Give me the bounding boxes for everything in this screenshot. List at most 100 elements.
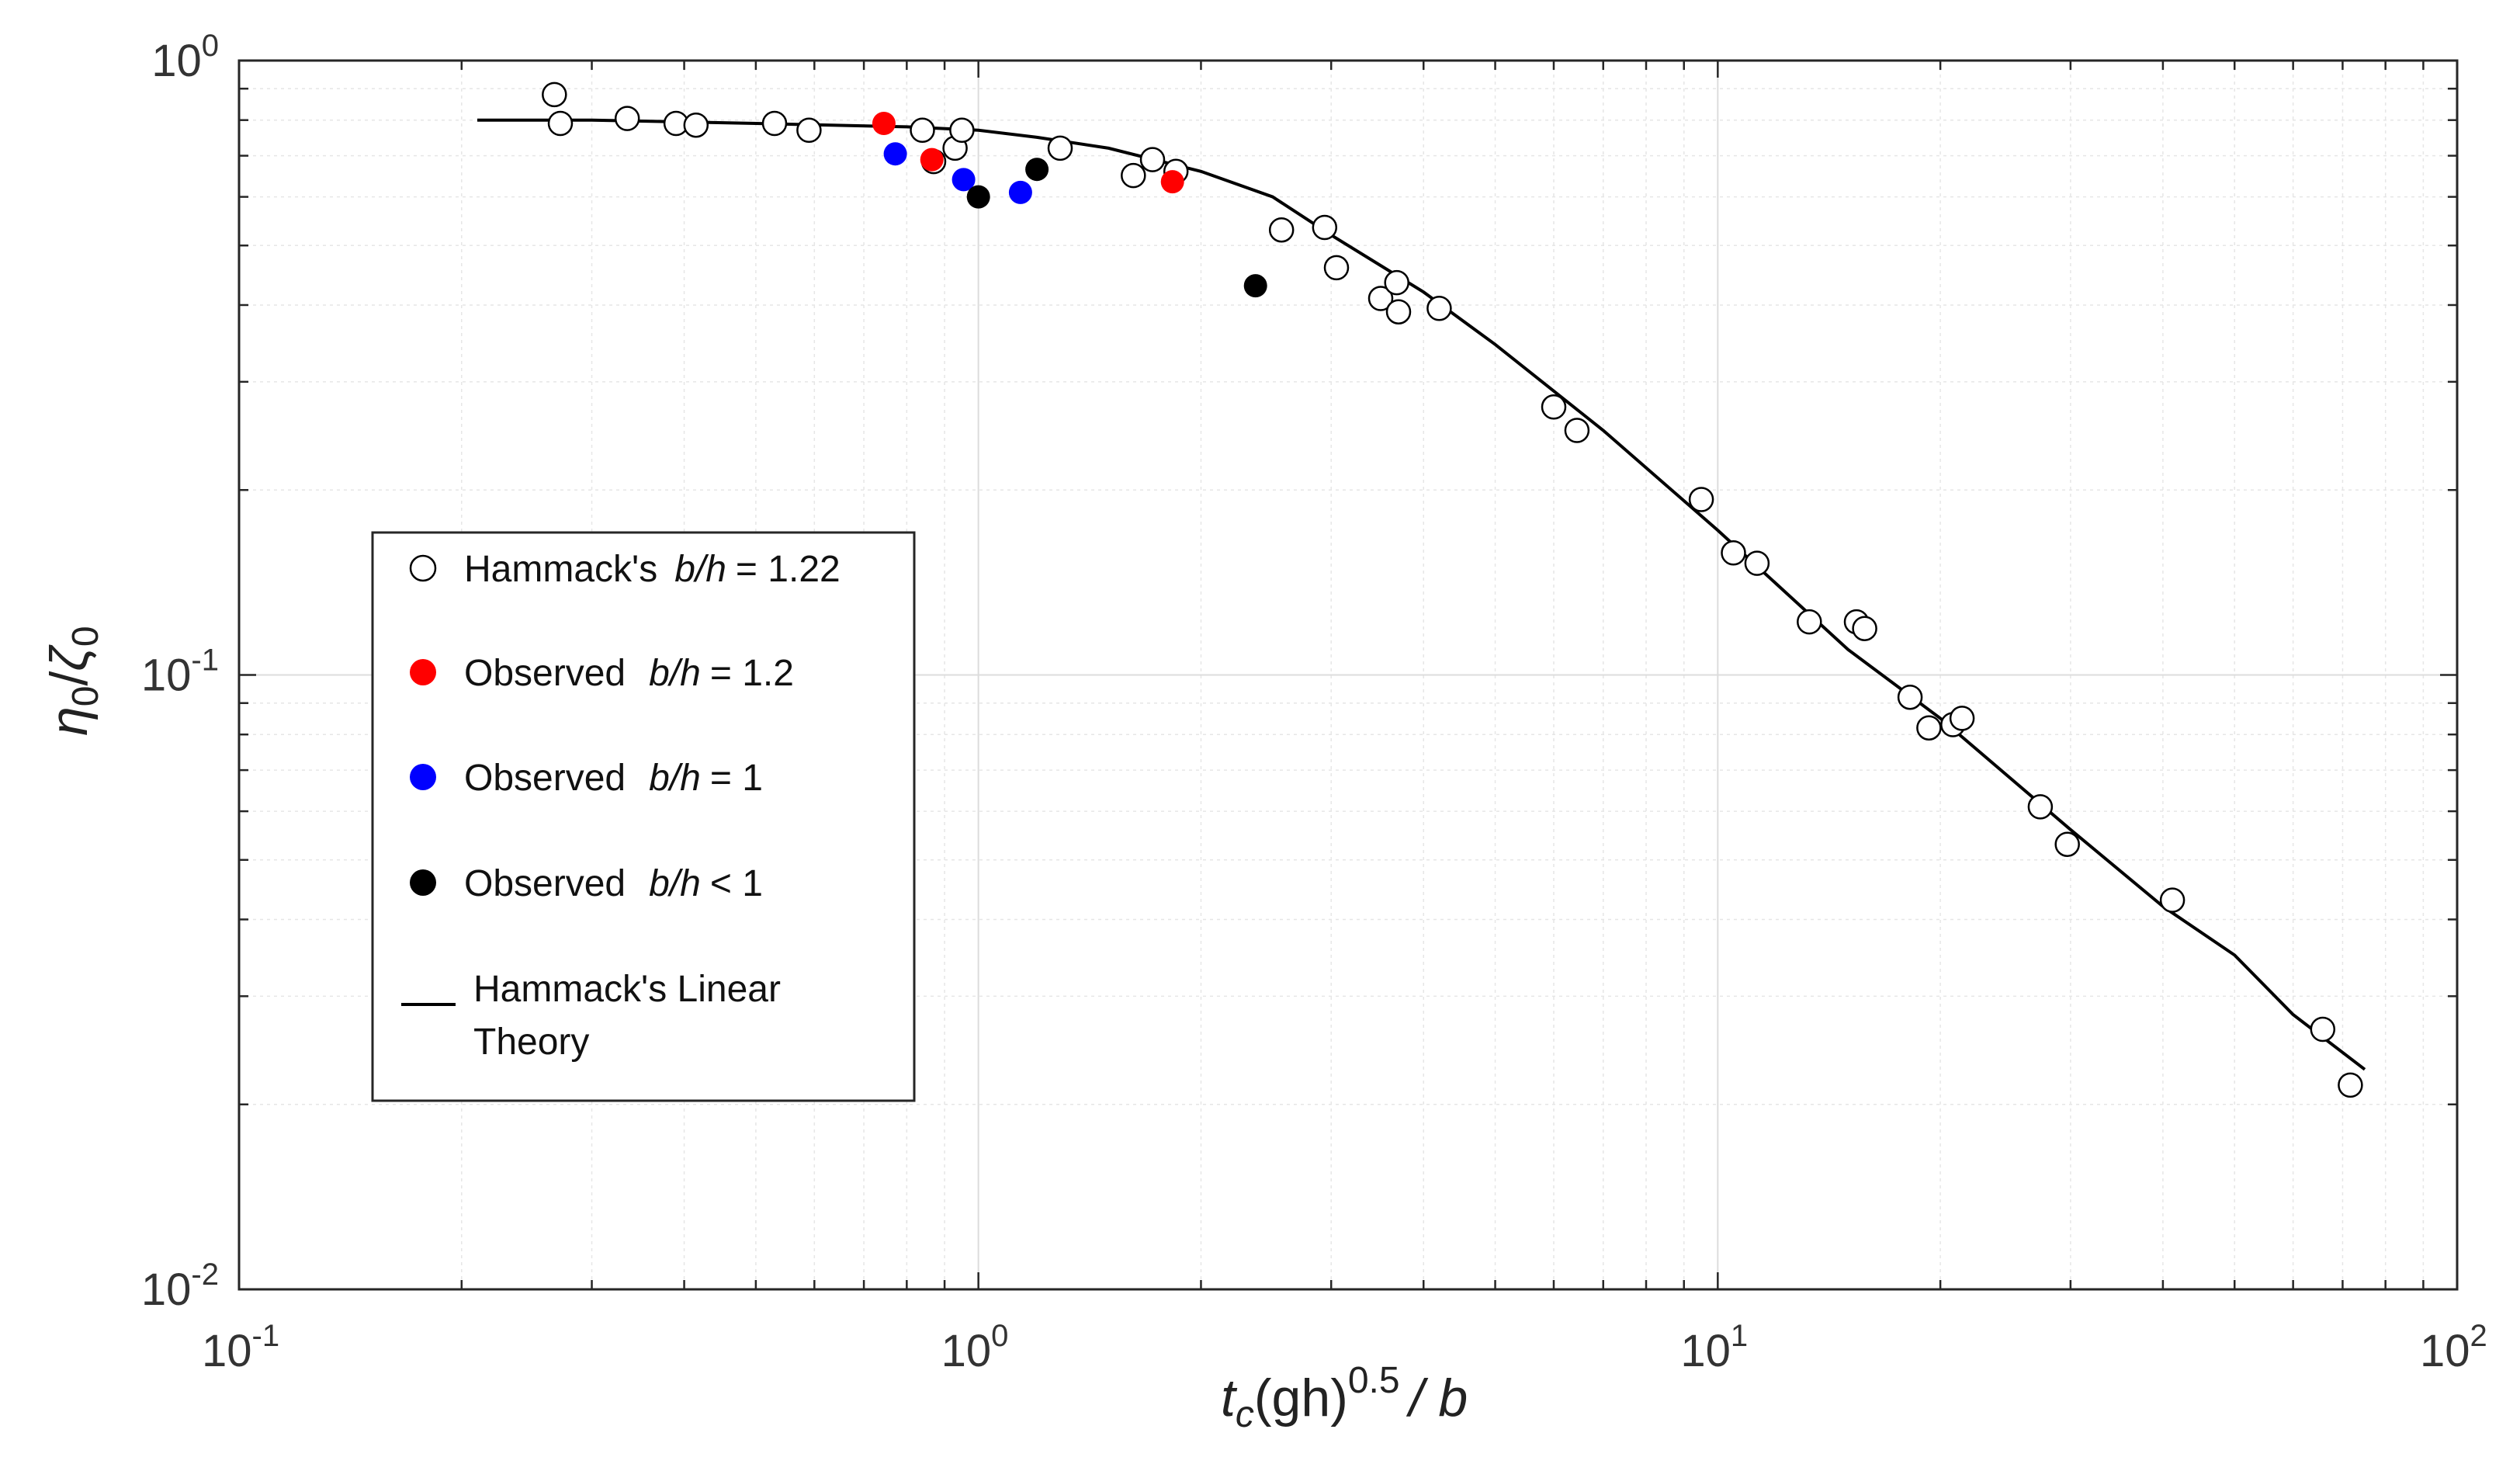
data-point-hammack	[1688, 487, 1714, 512]
axis-ticks	[237, 61, 2457, 1291]
x-tick-label-base: 10	[2420, 1326, 2470, 1376]
data-point-hammack	[1139, 147, 1166, 172]
x-axis-label-t: t	[1221, 1369, 1238, 1428]
y-axis-label: η0/ζ0	[40, 626, 106, 736]
x-axis-label-end: / b	[1406, 1369, 1468, 1428]
data-point-hammack	[1426, 296, 1452, 321]
y-axis-label-eta: η	[40, 706, 99, 736]
x-axis-label-exp: 0.5	[1348, 1360, 1400, 1401]
data-point-hammack	[1312, 214, 1338, 241]
legend-blue-prefix: Observed	[464, 758, 626, 799]
y-tick-label-exp: -2	[191, 1258, 219, 1292]
legend-entry-theory-line1: Hammack's Linear	[473, 969, 781, 1010]
data-point-hammack	[2027, 794, 2054, 820]
data-point-hammack	[1323, 255, 1350, 281]
data-point-hammack	[542, 82, 567, 108]
legend-blue-ratio: b/h	[649, 758, 701, 799]
legend-entry-black: Observed b/h < 1	[464, 863, 763, 904]
legend-entry-red: Observed b/h = 1.2	[464, 653, 794, 694]
data-point-hammack	[1268, 217, 1295, 243]
data-point-hammack	[683, 112, 709, 138]
x-tick-label-base: 10	[202, 1326, 252, 1376]
data-point-hammack	[910, 117, 935, 144]
data-point-hammack	[949, 117, 975, 144]
data-point-hammack	[614, 106, 640, 131]
legend-hammack-prefix: Hammack's	[464, 549, 657, 590]
y-tick-label: 10-2	[141, 1258, 219, 1315]
legend-hammack-suffix: = 1.22	[736, 549, 841, 590]
x-tick-label: 10-1	[202, 1319, 279, 1376]
x-tick-label-exp: 0	[991, 1319, 1008, 1353]
legend-red-ratio: b/h	[649, 653, 701, 694]
data-point-hammack	[1949, 706, 1975, 731]
y-tick-label-exp: 0	[202, 29, 219, 63]
data-point-hammack	[2338, 1072, 2363, 1098]
x-tick-label: 100	[941, 1319, 1009, 1376]
data-point-hammack	[1541, 394, 1567, 420]
x-tick-label-exp: -1	[252, 1319, 280, 1353]
legend-entry-hammack: Hammack's b/h = 1.22	[464, 549, 841, 590]
y-axis-label-zeta: ζ	[40, 644, 99, 671]
x-axis-label: tc(gh)0.5/ b	[1221, 1360, 1468, 1435]
y-tick-label-base: 10	[151, 36, 202, 86]
data-point-black	[1025, 158, 1049, 182]
legend-blue-suffix: = 1	[710, 758, 763, 799]
legend-black-ratio: b/h	[649, 863, 701, 904]
y-tick-label-base: 10	[141, 650, 192, 701]
legend-black-prefix: Observed	[464, 863, 626, 904]
x-axis-label-gh: (gh)	[1254, 1369, 1348, 1428]
data-point-hammack	[547, 110, 574, 137]
legend-black-suffix: < 1	[710, 863, 763, 904]
legend-box	[371, 531, 916, 1102]
y-tick-label: 10-1	[141, 644, 219, 701]
x-axis-label-sub: c	[1236, 1394, 1254, 1435]
data-point-hammack	[796, 117, 822, 144]
y-axis-label-sub1: 0	[65, 686, 106, 707]
x-tick-label: 102	[2420, 1319, 2487, 1376]
y-tick-label-base: 10	[141, 1265, 192, 1315]
legend-marker-red	[410, 659, 436, 685]
x-tick-label-base: 10	[1680, 1326, 1731, 1376]
data-series	[477, 82, 2366, 1098]
data-point-red	[872, 112, 896, 135]
legend-marker-black	[410, 869, 436, 896]
y-tick-label-exp: -1	[191, 644, 219, 678]
legend-marker-hammack	[409, 554, 437, 582]
data-point-hammack	[1564, 418, 1590, 443]
legend: Hammack's b/h = 1.22 Observed b/h = 1.2 Obse…	[371, 531, 916, 1102]
data-point-black	[1243, 274, 1267, 298]
data-point-red	[920, 147, 944, 172]
data-point-hammack	[1367, 286, 1394, 311]
data-point-hammack	[2310, 1016, 2336, 1042]
data-point-hammack	[1385, 299, 1412, 324]
x-tick-label-exp: 2	[2470, 1319, 2487, 1353]
legend-red-suffix: = 1.2	[710, 653, 794, 694]
y-axis-label-sub2: 0	[65, 626, 106, 647]
x-tick-label-exp: 1	[1731, 1319, 1748, 1353]
grid	[239, 61, 2457, 1289]
data-point-hammack	[2054, 831, 2080, 857]
data-point-hammack	[1897, 684, 1923, 710]
data-point-blue	[951, 168, 976, 192]
data-point-hammack	[1744, 550, 1770, 576]
legend-entry-theory-line2: Theory	[473, 1022, 589, 1063]
legend-red-prefix: Observed	[464, 653, 626, 694]
data-point-hammack	[1852, 616, 1877, 641]
y-tick-label: 100	[151, 29, 219, 86]
data-point-red	[1160, 170, 1184, 194]
y-axis-label-slash: /	[40, 671, 99, 686]
data-point-hammack	[1121, 162, 1146, 189]
legend-entry-blue: Observed b/h = 1	[464, 758, 763, 799]
legend-marker-blue	[410, 764, 436, 790]
data-point-hammack	[1384, 269, 1409, 296]
x-tick-label: 101	[1680, 1319, 1748, 1376]
legend-hammack-ratio: b/h	[674, 549, 726, 590]
data-point-hammack	[1047, 135, 1073, 161]
data-point-black	[966, 185, 990, 209]
data-point-hammack	[1721, 540, 1746, 566]
data-point-hammack	[2159, 887, 2186, 913]
x-tick-labels: 10-1 100 101 102	[202, 1319, 2487, 1376]
data-point-hammack	[1797, 609, 1822, 635]
